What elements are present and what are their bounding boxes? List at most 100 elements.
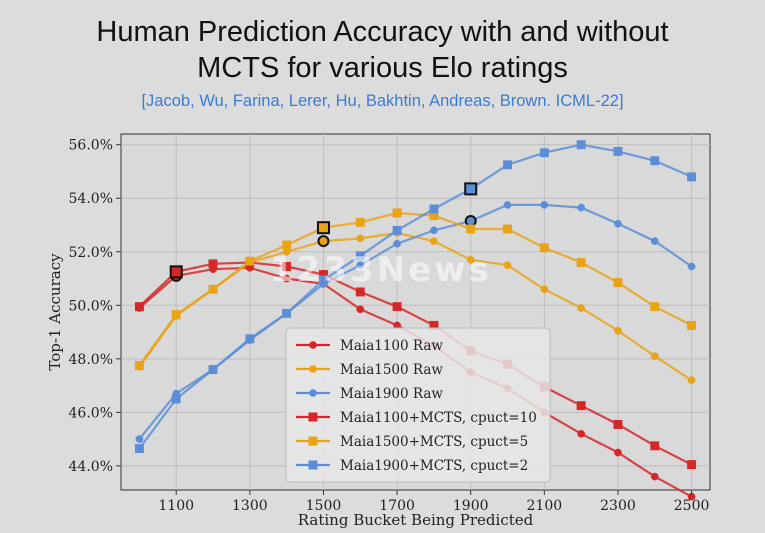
- data-point: [208, 365, 218, 374]
- data-point: [355, 217, 365, 227]
- data-point: [576, 401, 586, 411]
- data-point: [540, 201, 549, 209]
- data-point: [540, 285, 549, 294]
- data-point: [503, 160, 512, 170]
- data-point: [503, 261, 512, 270]
- data-point: [650, 156, 660, 166]
- data-point: [356, 261, 365, 270]
- data-point: [687, 320, 697, 330]
- legend-label: Maia1900 Raw: [340, 386, 443, 402]
- data-point: [171, 394, 181, 404]
- data-point: [614, 219, 622, 228]
- legend-label: Maia1500+MCTS, cpuct=5: [340, 434, 528, 450]
- x-tick-label: 2500: [674, 498, 710, 514]
- data-point: [245, 334, 255, 344]
- y-tick-label: 44.0%: [69, 459, 113, 475]
- y-tick-label: 52.0%: [69, 245, 113, 261]
- series-line: [138, 261, 693, 466]
- watermark-text: 1233News: [270, 250, 492, 290]
- data-point: [134, 444, 144, 453]
- data-point: [577, 203, 586, 212]
- data-point: [576, 258, 586, 267]
- highlight-point: [317, 235, 330, 248]
- y-tick-label: 56.0%: [69, 138, 113, 154]
- legend-label: Maia1500 Raw: [340, 362, 443, 378]
- series-line: [138, 143, 693, 450]
- y-tick-label: 54.0%: [69, 191, 113, 207]
- data-point: [614, 448, 622, 457]
- citation-subtitle: [Jacob, Wu, Farina, Lerer, Hu, Bakhtin, …: [141, 92, 624, 110]
- legend-box: [285, 327, 551, 483]
- data-point: [613, 278, 623, 288]
- data-point: [577, 429, 586, 438]
- data-point: [392, 225, 402, 235]
- data-point: [245, 256, 255, 266]
- data-point: [282, 240, 292, 250]
- data-point: [282, 262, 292, 271]
- series-line: [138, 211, 693, 367]
- data-point: [576, 140, 586, 150]
- data-point: [356, 305, 365, 314]
- data-point: [171, 310, 181, 320]
- data-point: [430, 226, 438, 235]
- legend-marker: [309, 341, 317, 349]
- data-point: [429, 204, 439, 214]
- y-tick-label: 50.0%: [69, 298, 113, 314]
- highlight-point: [464, 214, 477, 227]
- chart-title-line-1: Human Prediction Accuracy with and witho…: [96, 16, 669, 48]
- data-point: [466, 255, 475, 264]
- data-point: [503, 224, 512, 234]
- data-point: [539, 148, 549, 158]
- highlight-point: [316, 221, 330, 235]
- x-tick-label: 1900: [453, 498, 489, 514]
- legend-marker: [308, 436, 318, 446]
- data-point: [355, 287, 365, 297]
- data-point: [355, 251, 365, 261]
- chart-title: Human Prediction Accuracy with and witho…: [0, 14, 765, 86]
- data-point: [135, 435, 144, 443]
- data-point: [613, 146, 623, 156]
- legend-marker: [308, 460, 318, 470]
- legend-marker: [308, 412, 318, 422]
- data-point: [393, 239, 401, 248]
- data-point: [650, 472, 659, 481]
- series-layer: [134, 140, 697, 501]
- data-point: [577, 304, 586, 312]
- data-point: [282, 274, 291, 283]
- data-point: [430, 237, 438, 245]
- data-point: [356, 234, 365, 243]
- data-point: [503, 201, 512, 209]
- y-tick-label: 48.0%: [69, 352, 113, 368]
- legend-label: Maia1100 Raw: [340, 338, 443, 354]
- data-point: [650, 237, 659, 245]
- x-tick-label: 2100: [527, 498, 563, 514]
- series-5: [134, 140, 697, 453]
- x-axis-label: Rating Bucket Being Predicted: [298, 511, 534, 529]
- legend-marker: [309, 389, 317, 397]
- legend-marker: [309, 365, 317, 373]
- data-point: [466, 224, 476, 234]
- x-tick-label: 1300: [232, 498, 268, 514]
- data-point: [650, 352, 659, 361]
- data-point: [392, 208, 402, 218]
- data-point: [208, 284, 218, 294]
- data-point: [392, 302, 402, 312]
- data-point: [687, 172, 697, 182]
- data-point: [687, 460, 697, 470]
- data-point: [613, 419, 623, 429]
- data-point: [687, 376, 696, 385]
- data-point: [687, 262, 696, 271]
- data-point: [134, 361, 144, 370]
- data-point: [134, 302, 144, 312]
- series-4: [134, 208, 697, 370]
- x-tick-label: 1500: [306, 498, 342, 514]
- axis-ticks: 1100 1300 1500 1700 1900 2100 2300 2500 44.0% 46.…: [69, 138, 710, 514]
- highlight-point: [169, 265, 183, 279]
- y-tick-label: 46.0%: [69, 405, 113, 421]
- data-point: [614, 326, 622, 335]
- chart-title-line-2: MCTS for various Elo ratings: [197, 52, 568, 84]
- data-point: [282, 308, 292, 318]
- y-axis-label: Top-1 Accuracy: [46, 253, 64, 371]
- data-point: [650, 441, 660, 451]
